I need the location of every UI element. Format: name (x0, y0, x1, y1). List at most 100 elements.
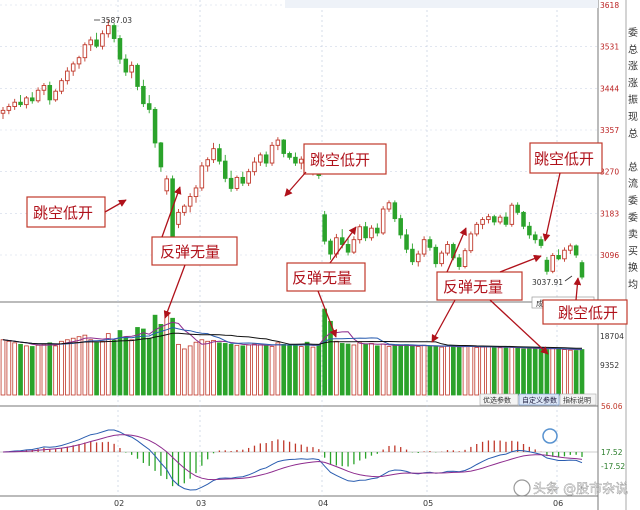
candle (228, 170, 234, 192)
volume-bar (228, 343, 234, 396)
candle-body (117, 38, 123, 60)
info-row-label: 涨 (628, 77, 638, 89)
candle-body (497, 216, 503, 223)
candle-body (111, 25, 117, 39)
candle (568, 243, 573, 255)
info-row-label: 买 (628, 245, 638, 257)
tab-indicator-help[interactable] (559, 393, 597, 406)
candle-body (544, 259, 550, 272)
candle-body (486, 216, 491, 221)
candle-body (556, 255, 561, 260)
candle-body (217, 148, 222, 162)
candle-body (433, 246, 439, 265)
macd-dif-line (2, 429, 583, 491)
candle-body (70, 63, 76, 72)
volume-ma-line (2, 332, 583, 349)
tab-custom-params[interactable] (518, 393, 560, 406)
info-row-label: 委 (628, 211, 638, 224)
volume-bar (532, 347, 538, 396)
candle-body (281, 139, 286, 154)
tab-preferred-params[interactable] (479, 393, 519, 406)
volume-bar (515, 347, 520, 396)
candle (234, 175, 240, 191)
candle (53, 89, 58, 102)
candle-body (164, 178, 170, 192)
month-label: 02 (114, 499, 124, 508)
price-tick-label: 3531 (600, 43, 619, 52)
candle-body (322, 214, 327, 242)
volume-bar (258, 344, 263, 396)
annotation-rebound-3: 反弹无量 (431, 227, 549, 355)
candle-body (275, 139, 281, 146)
volume-bar (164, 314, 170, 396)
volume-bar (310, 346, 316, 396)
candle-body (480, 219, 485, 225)
toutiao-logo-icon (513, 479, 531, 497)
candle-body (509, 204, 515, 225)
volume-bar (538, 348, 544, 396)
candle (462, 248, 468, 269)
price-tick-label: 3444 (600, 84, 619, 93)
candle (538, 236, 544, 249)
candle-body (503, 216, 509, 225)
candle (322, 210, 327, 245)
volume-bar (456, 347, 462, 396)
candle (135, 63, 140, 91)
annotation-text: 跳空低开 (310, 151, 370, 169)
volume-bar (527, 347, 532, 396)
annotation-text: 跳空低开 (33, 204, 93, 222)
annotation-text: 反弹无量 (160, 243, 220, 261)
candle (240, 171, 246, 187)
volume-bar (246, 344, 251, 396)
candle-body (228, 177, 234, 189)
candle (199, 162, 205, 191)
volume-bar (427, 345, 433, 396)
volume-bar (187, 345, 193, 396)
volume-bar (503, 346, 509, 396)
candle (468, 231, 474, 254)
volume-bar (357, 342, 363, 396)
candle-body (187, 196, 193, 207)
candle (182, 204, 187, 216)
macd-tick-label: -17.52 (601, 462, 625, 471)
candle-body (94, 39, 99, 47)
candle-body (439, 252, 444, 265)
annotation-gap-down-1: 跳空低开 (26, 196, 127, 228)
candle (427, 236, 433, 251)
candle-body (415, 253, 421, 263)
candle (222, 154, 228, 183)
candle-body (445, 244, 450, 254)
candle (146, 95, 152, 114)
info-row-label: 委 (628, 26, 638, 39)
candle (94, 32, 99, 49)
volume-bar (562, 349, 567, 396)
candle-body (205, 159, 210, 167)
volume-bar (410, 345, 415, 396)
candle (211, 142, 216, 164)
candle-body (521, 211, 526, 227)
candle-body (299, 158, 304, 164)
volume-bar (47, 342, 53, 396)
candle-body (468, 233, 474, 252)
info-row-label: 总 (628, 43, 638, 56)
volume-bar (486, 346, 491, 396)
candle (386, 200, 392, 212)
volume-bar (509, 347, 515, 396)
candle-body (369, 227, 374, 239)
candle-body (234, 176, 240, 189)
candle (176, 209, 181, 229)
candle (35, 87, 41, 103)
volume-bar (415, 346, 421, 396)
candle (492, 214, 497, 226)
low-label: 3037.91 (532, 278, 563, 287)
candle-body (6, 106, 12, 111)
candle-body (421, 239, 427, 255)
volume-bar (404, 344, 409, 396)
candle-body (293, 156, 298, 164)
annotation-gap-down-3: 跳空低开 (529, 142, 603, 242)
candle (480, 217, 485, 230)
price-tick-label: 3096 (600, 251, 619, 260)
price-tick-label: 3357 (600, 126, 619, 135)
candle-body (240, 176, 246, 184)
